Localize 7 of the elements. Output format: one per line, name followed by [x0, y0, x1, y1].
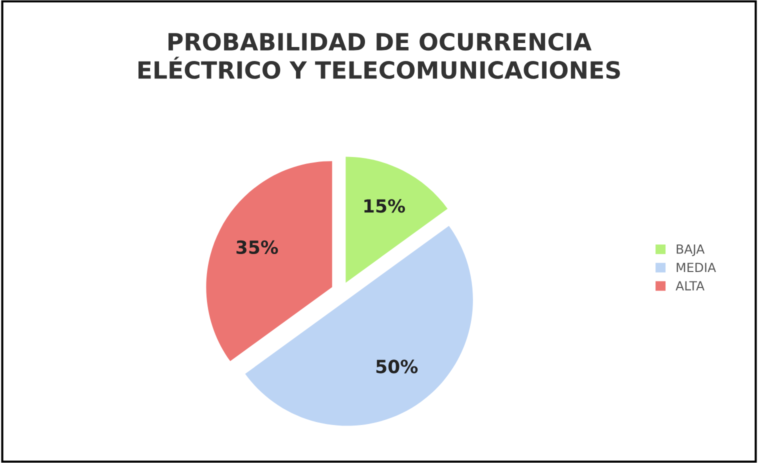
chart-title: PROBABILIDAD DE OCURRENCIA ELÉCTRICO Y TELECOMUNICACIONES: [138, 32, 620, 79]
data-label: 15%: [364, 199, 406, 213]
legend-label: MEDIA: [676, 262, 716, 272]
legend-label: ALTA: [676, 281, 704, 290]
data-label: 50%: [376, 360, 418, 374]
data-label: 35%: [236, 240, 278, 254]
legend-label: BAJA: [676, 244, 705, 256]
